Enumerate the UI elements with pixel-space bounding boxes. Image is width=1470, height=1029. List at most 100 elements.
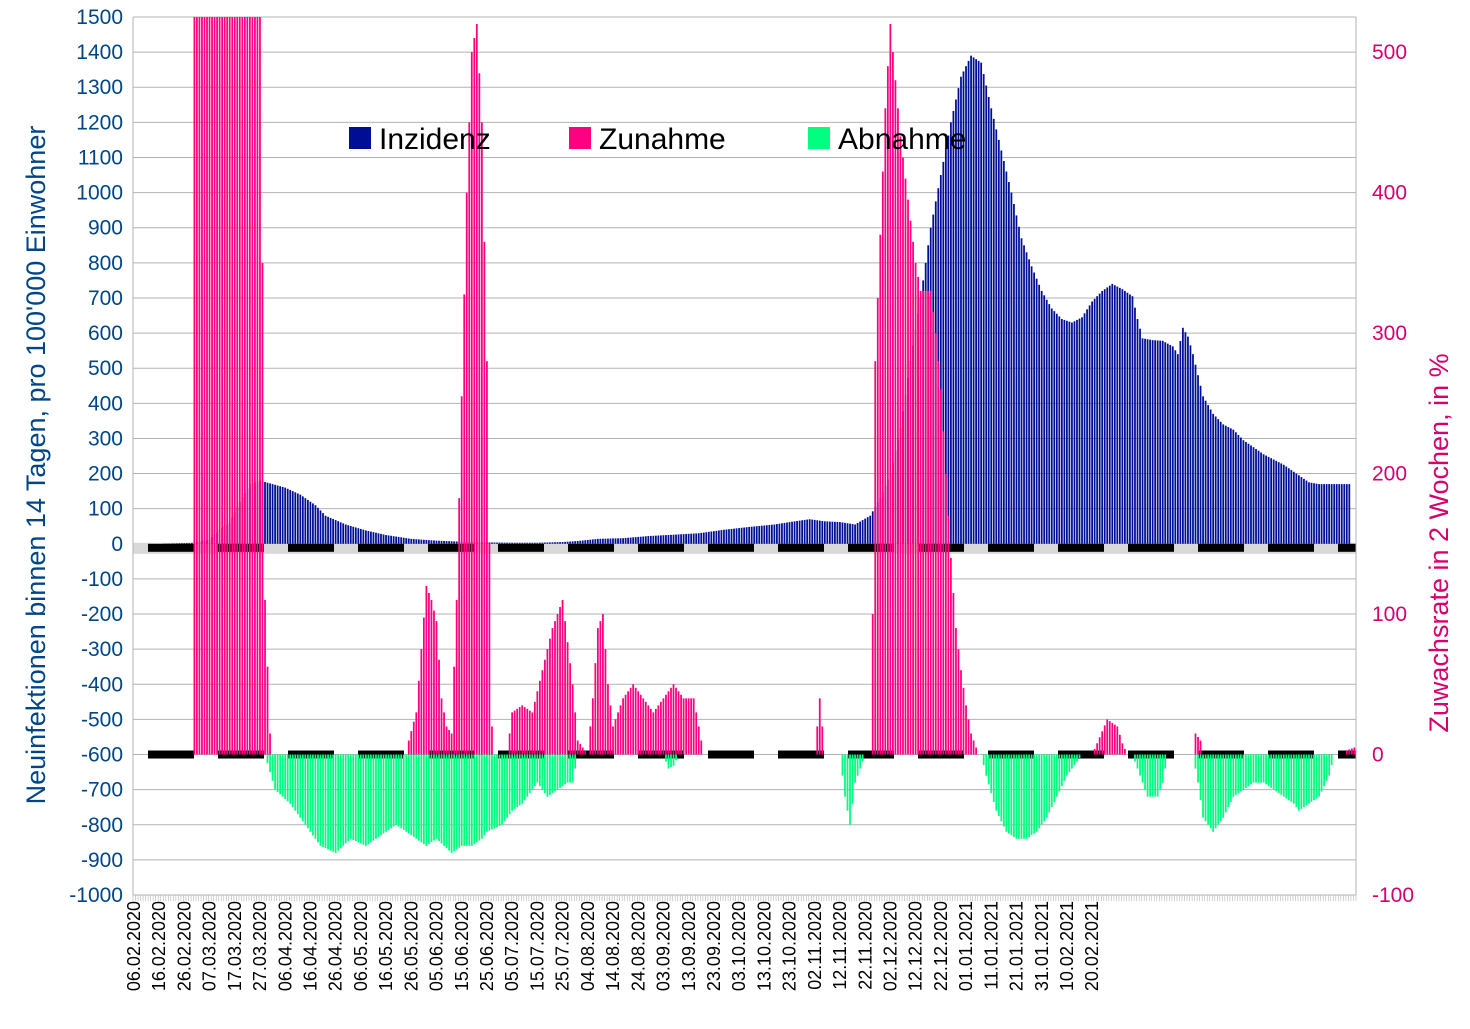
bar-zunahme (622, 698, 624, 755)
bar-zunahme (1194, 733, 1197, 755)
bar-zunahme (511, 712, 514, 755)
zero-lines (133, 542, 1356, 759)
bar-inzidenz (793, 521, 796, 544)
bar-abnahme (475, 754, 478, 843)
bar-inzidenz (607, 538, 609, 544)
bar-abnahme (536, 754, 539, 783)
bar-abnahme (508, 754, 511, 815)
bar-abnahme (359, 754, 362, 844)
bar-abnahme (1252, 754, 1255, 783)
bar-abnahme (304, 754, 307, 825)
bar-zunahme (644, 701, 647, 755)
bar-inzidenz (380, 533, 382, 544)
bar-abnahme (1267, 754, 1270, 787)
bar-inzidenz (574, 541, 577, 544)
bar-abnahme (559, 754, 561, 788)
bar-inzidenz (652, 535, 655, 544)
bar-zunahme (612, 726, 614, 755)
zero-marker-left (988, 543, 1034, 552)
bar-zunahme (576, 740, 579, 755)
bar-abnahme (306, 754, 309, 829)
bar-inzidenz (1257, 450, 1260, 544)
bar-abnahme (390, 754, 392, 829)
bar-abnahme (1219, 754, 1222, 822)
bar-zunahme (569, 663, 572, 755)
bar-inzidenz (952, 110, 955, 544)
bar-inzidenz (1018, 226, 1020, 544)
legend-swatch-zunahme (569, 127, 591, 149)
bar-zunahme (604, 649, 607, 755)
bar-abnahme (1020, 754, 1023, 839)
x-tick-label: 02.11.2020 (805, 901, 825, 990)
bar-inzidenz (813, 519, 816, 544)
bar-inzidenz (1101, 290, 1104, 544)
bar-abnahme (538, 754, 541, 787)
bar-zunahme (654, 708, 657, 755)
bar-inzidenz (1174, 350, 1177, 544)
bar-inzidenz (1194, 364, 1197, 544)
bar-inzidenz (765, 525, 768, 544)
bar-inzidenz (591, 539, 594, 544)
bar-inzidenz (1025, 252, 1028, 544)
bar-zunahme (249, 17, 251, 755)
bar-abnahme (491, 754, 493, 830)
x-axis-ticks: 06.02.2020 16.02.2020 26.02.2020 07.03.2020… (124, 901, 1102, 991)
x-tick-label: 11.01.2021 (981, 901, 1001, 990)
bar-inzidenz (811, 519, 814, 544)
bar-abnahme (1154, 754, 1157, 797)
y-left-tick-label: 0 (111, 533, 123, 556)
bar-zunahme (934, 333, 937, 755)
bar-zunahme (909, 220, 912, 755)
bar-inzidenz (286, 488, 289, 544)
bar-inzidenz (1320, 484, 1323, 544)
bar-inzidenz (738, 528, 740, 544)
y-left-tick-label: -300 (81, 638, 123, 661)
bar-inzidenz (1277, 462, 1280, 544)
bar-inzidenz (1005, 171, 1008, 544)
bar-inzidenz (1169, 345, 1172, 544)
bar-zunahme (198, 17, 201, 755)
bar-inzidenz (491, 542, 493, 544)
bar-inzidenz (1166, 343, 1169, 544)
bar-inzidenz (1338, 484, 1341, 544)
bar-abnahme (1265, 754, 1267, 785)
bar-zunahme (241, 17, 244, 755)
bar-zunahme (952, 592, 955, 755)
bar-zunahme (1093, 748, 1096, 755)
bar-abnahme (284, 754, 287, 800)
bar-inzidenz (503, 542, 506, 544)
bar-inzidenz (639, 536, 642, 544)
bar-zunahme (665, 694, 667, 755)
bar-inzidenz (1060, 319, 1063, 544)
bar-zunahme (914, 262, 917, 755)
bar-abnahme (985, 754, 988, 776)
bar-inzidenz (1199, 385, 1202, 544)
axes (132, 17, 1357, 901)
bar-abnahme (1146, 754, 1149, 797)
bar-inzidenz (581, 540, 584, 544)
bar-zunahme (874, 361, 877, 755)
bar-zunahme (617, 712, 619, 755)
bar-zunahme (672, 684, 675, 755)
bar-zunahme (584, 751, 587, 755)
bar-inzidenz (1136, 319, 1139, 544)
bar-inzidenz (569, 541, 572, 544)
bar-inzidenz (1134, 307, 1136, 544)
bar-inzidenz (430, 540, 433, 544)
bar-inzidenz (448, 541, 450, 544)
bar-inzidenz (831, 521, 834, 544)
bar-inzidenz (733, 528, 735, 544)
bar-inzidenz (269, 483, 271, 544)
bar-inzidenz (987, 96, 990, 544)
bar-zunahme (591, 698, 594, 755)
bar-zunahme (919, 290, 922, 755)
bar-zunahme (228, 17, 231, 755)
bar-zunahme (881, 171, 884, 755)
bar-zunahme (649, 708, 652, 755)
zero-marker-right (1128, 750, 1174, 759)
bar-abnahme (1209, 754, 1212, 829)
bar-zunahme (243, 17, 246, 755)
bar-abnahme (364, 754, 367, 846)
bar-inzidenz (836, 521, 839, 544)
bar-zunahme (876, 297, 879, 755)
